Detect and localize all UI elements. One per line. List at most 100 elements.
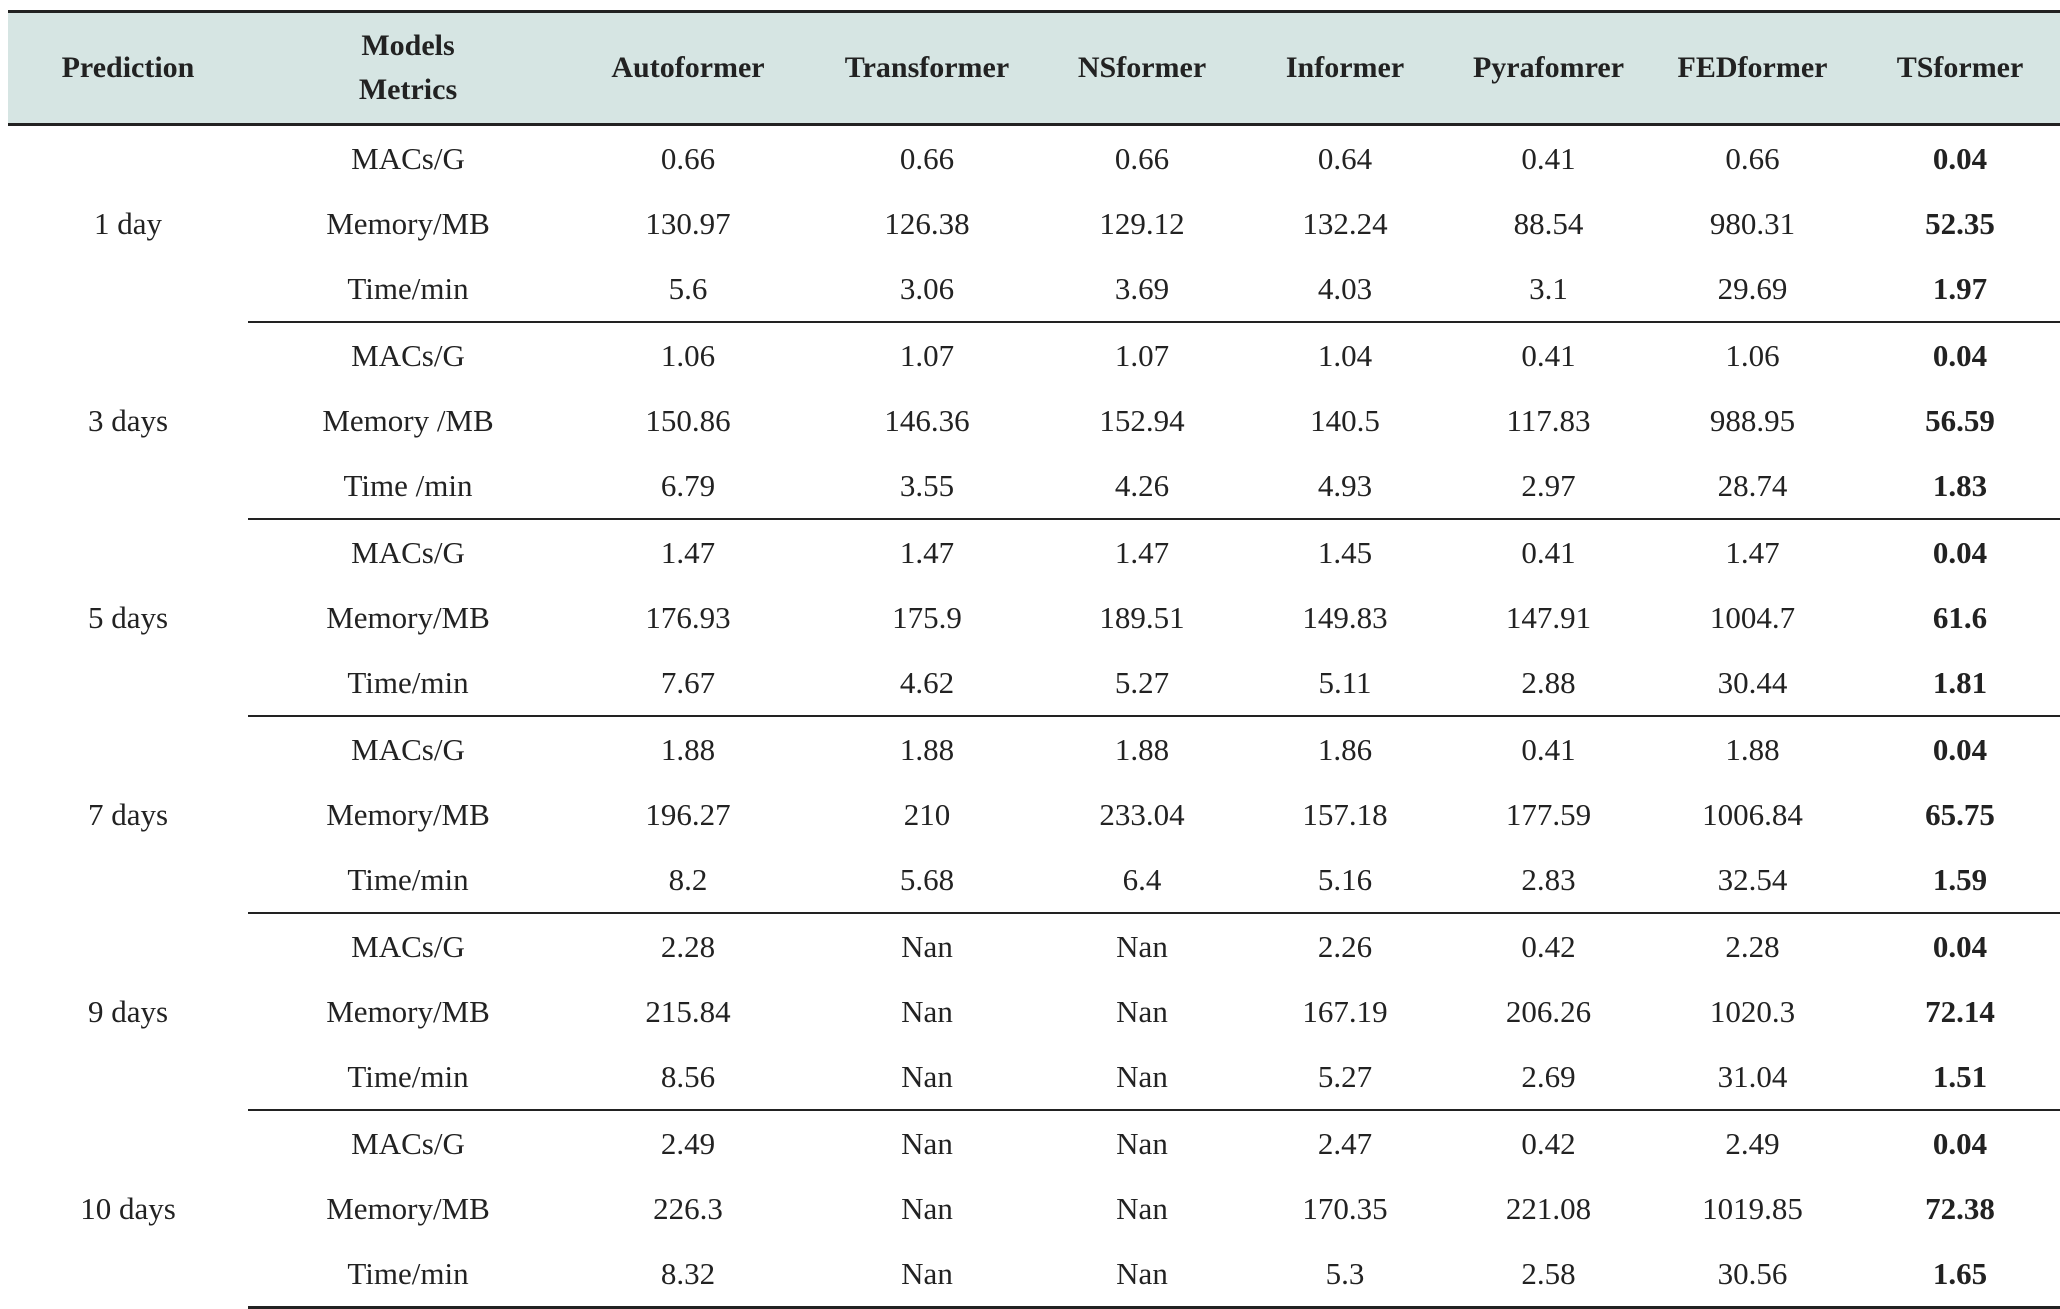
value-cell: 88.54 (1513, 205, 1584, 241)
value-cell: 52.35 (1925, 205, 1995, 241)
value-cell: 2.28 (660, 928, 716, 964)
value-cell: 167.19 (1302, 993, 1388, 1029)
value-cell: 5.68 (808, 847, 1046, 914)
value-cell: 226.3 (653, 1190, 723, 1226)
value-cell: Nan (1116, 1125, 1168, 1161)
value-cell: 149.83 (1302, 599, 1388, 635)
value-cell: 210 (903, 796, 951, 832)
prediction-horizon-cell: 3 days (87, 402, 169, 438)
metric-cell: MACs/G (351, 731, 465, 767)
value-cell: 61.6 (1932, 599, 1988, 635)
table-row: Time/min 8.56 Nan Nan 5.27 2.69 31.04 1.51 (8, 1044, 2060, 1111)
header-model-autoformer: Autoformer (568, 10, 808, 126)
value-cell: 1.83 (1860, 453, 2060, 520)
value-cell: Nan (1116, 1190, 1168, 1226)
value-cell: 5.6 (568, 256, 808, 323)
value-cell: 233.04 (1099, 796, 1185, 832)
value-cell: 2.49 (1725, 1125, 1780, 1161)
prediction-horizon-cell: 7 days (87, 796, 169, 832)
value-cell: 0.04 (1932, 928, 1988, 964)
value-cell: 0.64 (1317, 140, 1373, 176)
value-cell: 30.56 (1645, 1241, 1860, 1309)
value-cell: 8.2 (568, 847, 808, 914)
value-cell: 1.47 (1114, 534, 1170, 570)
value-cell: 5.3 (1238, 1241, 1452, 1309)
prediction-horizon-cell: 9 days (87, 993, 169, 1029)
table-row: Memory /MB 150.86 146.36 152.94 140.5 117.83 9… (8, 388, 2060, 453)
value-cell: 2.97 (1452, 453, 1645, 520)
value-cell: 8.56 (568, 1044, 808, 1111)
value-cell: 175.9 (892, 599, 962, 635)
header-row: Prediction Models Metrics Autoformer Tra… (8, 10, 2060, 126)
value-cell: 140.5 (1310, 402, 1380, 438)
value-cell: Nan (901, 928, 953, 964)
value-cell: 2.69 (1452, 1044, 1645, 1111)
value-cell: 1.47 (899, 534, 955, 570)
value-cell: 1.88 (660, 731, 716, 767)
value-cell: 0.41 (1521, 534, 1576, 570)
value-cell: 4.26 (1046, 453, 1238, 520)
value-cell: 4.03 (1238, 256, 1452, 323)
value-cell: 988.95 (1709, 402, 1796, 438)
table-row: 3 days MACs/G 1.06 1.07 1.07 1.04 0.41 1.06 0.04 (8, 322, 2060, 438)
value-cell: 1.47 (660, 534, 716, 570)
value-cell: 7.67 (568, 650, 808, 717)
table-body: 1 day MACs/G 0.66 0.66 0.66 0.64 0.41 0.66 0.04 M… (8, 125, 2060, 1309)
value-cell: 31.04 (1645, 1044, 1860, 1111)
value-cell: 2.83 (1452, 847, 1645, 914)
value-cell: 72.38 (1925, 1190, 1995, 1226)
value-cell: 1020.3 (1709, 993, 1796, 1029)
value-cell: Nan (901, 1125, 953, 1161)
metric-cell: Memory/MB (326, 205, 490, 241)
value-cell: 3.1 (1452, 256, 1645, 323)
value-cell: 0.04 (1932, 337, 1988, 373)
metric-cell: Time/min (248, 1044, 568, 1111)
value-cell: 28.74 (1645, 453, 1860, 520)
metric-cell: Time /min (248, 453, 568, 520)
comparison-table: Prediction Models Metrics Autoformer Tra… (8, 10, 2060, 1309)
value-cell: 32.54 (1645, 847, 1860, 914)
value-cell: 1.86 (1317, 731, 1373, 767)
value-cell: 146.36 (884, 402, 970, 438)
value-cell: 150.86 (645, 402, 731, 438)
value-cell: 126.38 (884, 205, 970, 241)
value-cell: 129.12 (1099, 205, 1185, 241)
value-cell: 0.42 (1521, 928, 1576, 964)
value-cell: 0.04 (1932, 731, 1988, 767)
metric-cell: Time/min (248, 650, 568, 717)
value-cell: 1.65 (1860, 1241, 2060, 1309)
table-row: Memory/MB 196.27 210 233.04 157.18 177.59 1006… (8, 782, 2060, 847)
comparison-table-container: Prediction Models Metrics Autoformer Tra… (8, 10, 2060, 1309)
value-cell: 176.93 (645, 599, 731, 635)
value-cell: Nan (901, 1190, 953, 1226)
value-cell: 215.84 (645, 993, 731, 1029)
header-model-nsformer: NSformer (1046, 10, 1238, 126)
prediction-horizon-cell: 1 day (93, 206, 162, 241)
value-cell: 8.32 (568, 1241, 808, 1309)
header-prediction: Prediction (8, 10, 248, 126)
value-cell: 72.14 (1925, 993, 1995, 1029)
metric-cell: Time/min (248, 847, 568, 914)
table-row: Memory/MB 215.84 Nan Nan 167.19 206.26 1020.3 7… (8, 979, 2060, 1044)
value-cell: 221.08 (1505, 1190, 1592, 1226)
value-cell: 2.58 (1452, 1241, 1645, 1309)
table-row: Memory/MB 226.3 Nan Nan 170.35 221.08 1019.85 7… (8, 1176, 2060, 1241)
value-cell: 0.41 (1521, 140, 1576, 176)
table-row: 1 day MACs/G 0.66 0.66 0.66 0.64 0.41 0.66 0.04 (8, 125, 2060, 242)
value-cell: 1.04 (1317, 337, 1373, 373)
metric-cell: Memory/MB (326, 796, 490, 832)
value-cell: 0.04 (1932, 534, 1988, 570)
value-cell: 1.88 (1725, 731, 1780, 767)
value-cell: 206.26 (1505, 993, 1592, 1029)
value-cell: 1.97 (1860, 256, 2060, 323)
value-cell: 0.04 (1932, 1125, 1988, 1161)
header-metrics-label: Metrics (358, 73, 458, 106)
metric-cell: MACs/G (351, 534, 465, 570)
value-cell: 0.42 (1521, 1125, 1576, 1161)
value-cell: 2.28 (1725, 928, 1780, 964)
value-cell: 0.66 (660, 140, 716, 176)
metric-cell: Time/min (248, 256, 568, 323)
table-row: Time/min 8.32 Nan Nan 5.3 2.58 30.56 1.65 (8, 1241, 2060, 1309)
metric-cell: Memory/MB (326, 1190, 490, 1226)
value-cell: 1.81 (1860, 650, 2060, 717)
